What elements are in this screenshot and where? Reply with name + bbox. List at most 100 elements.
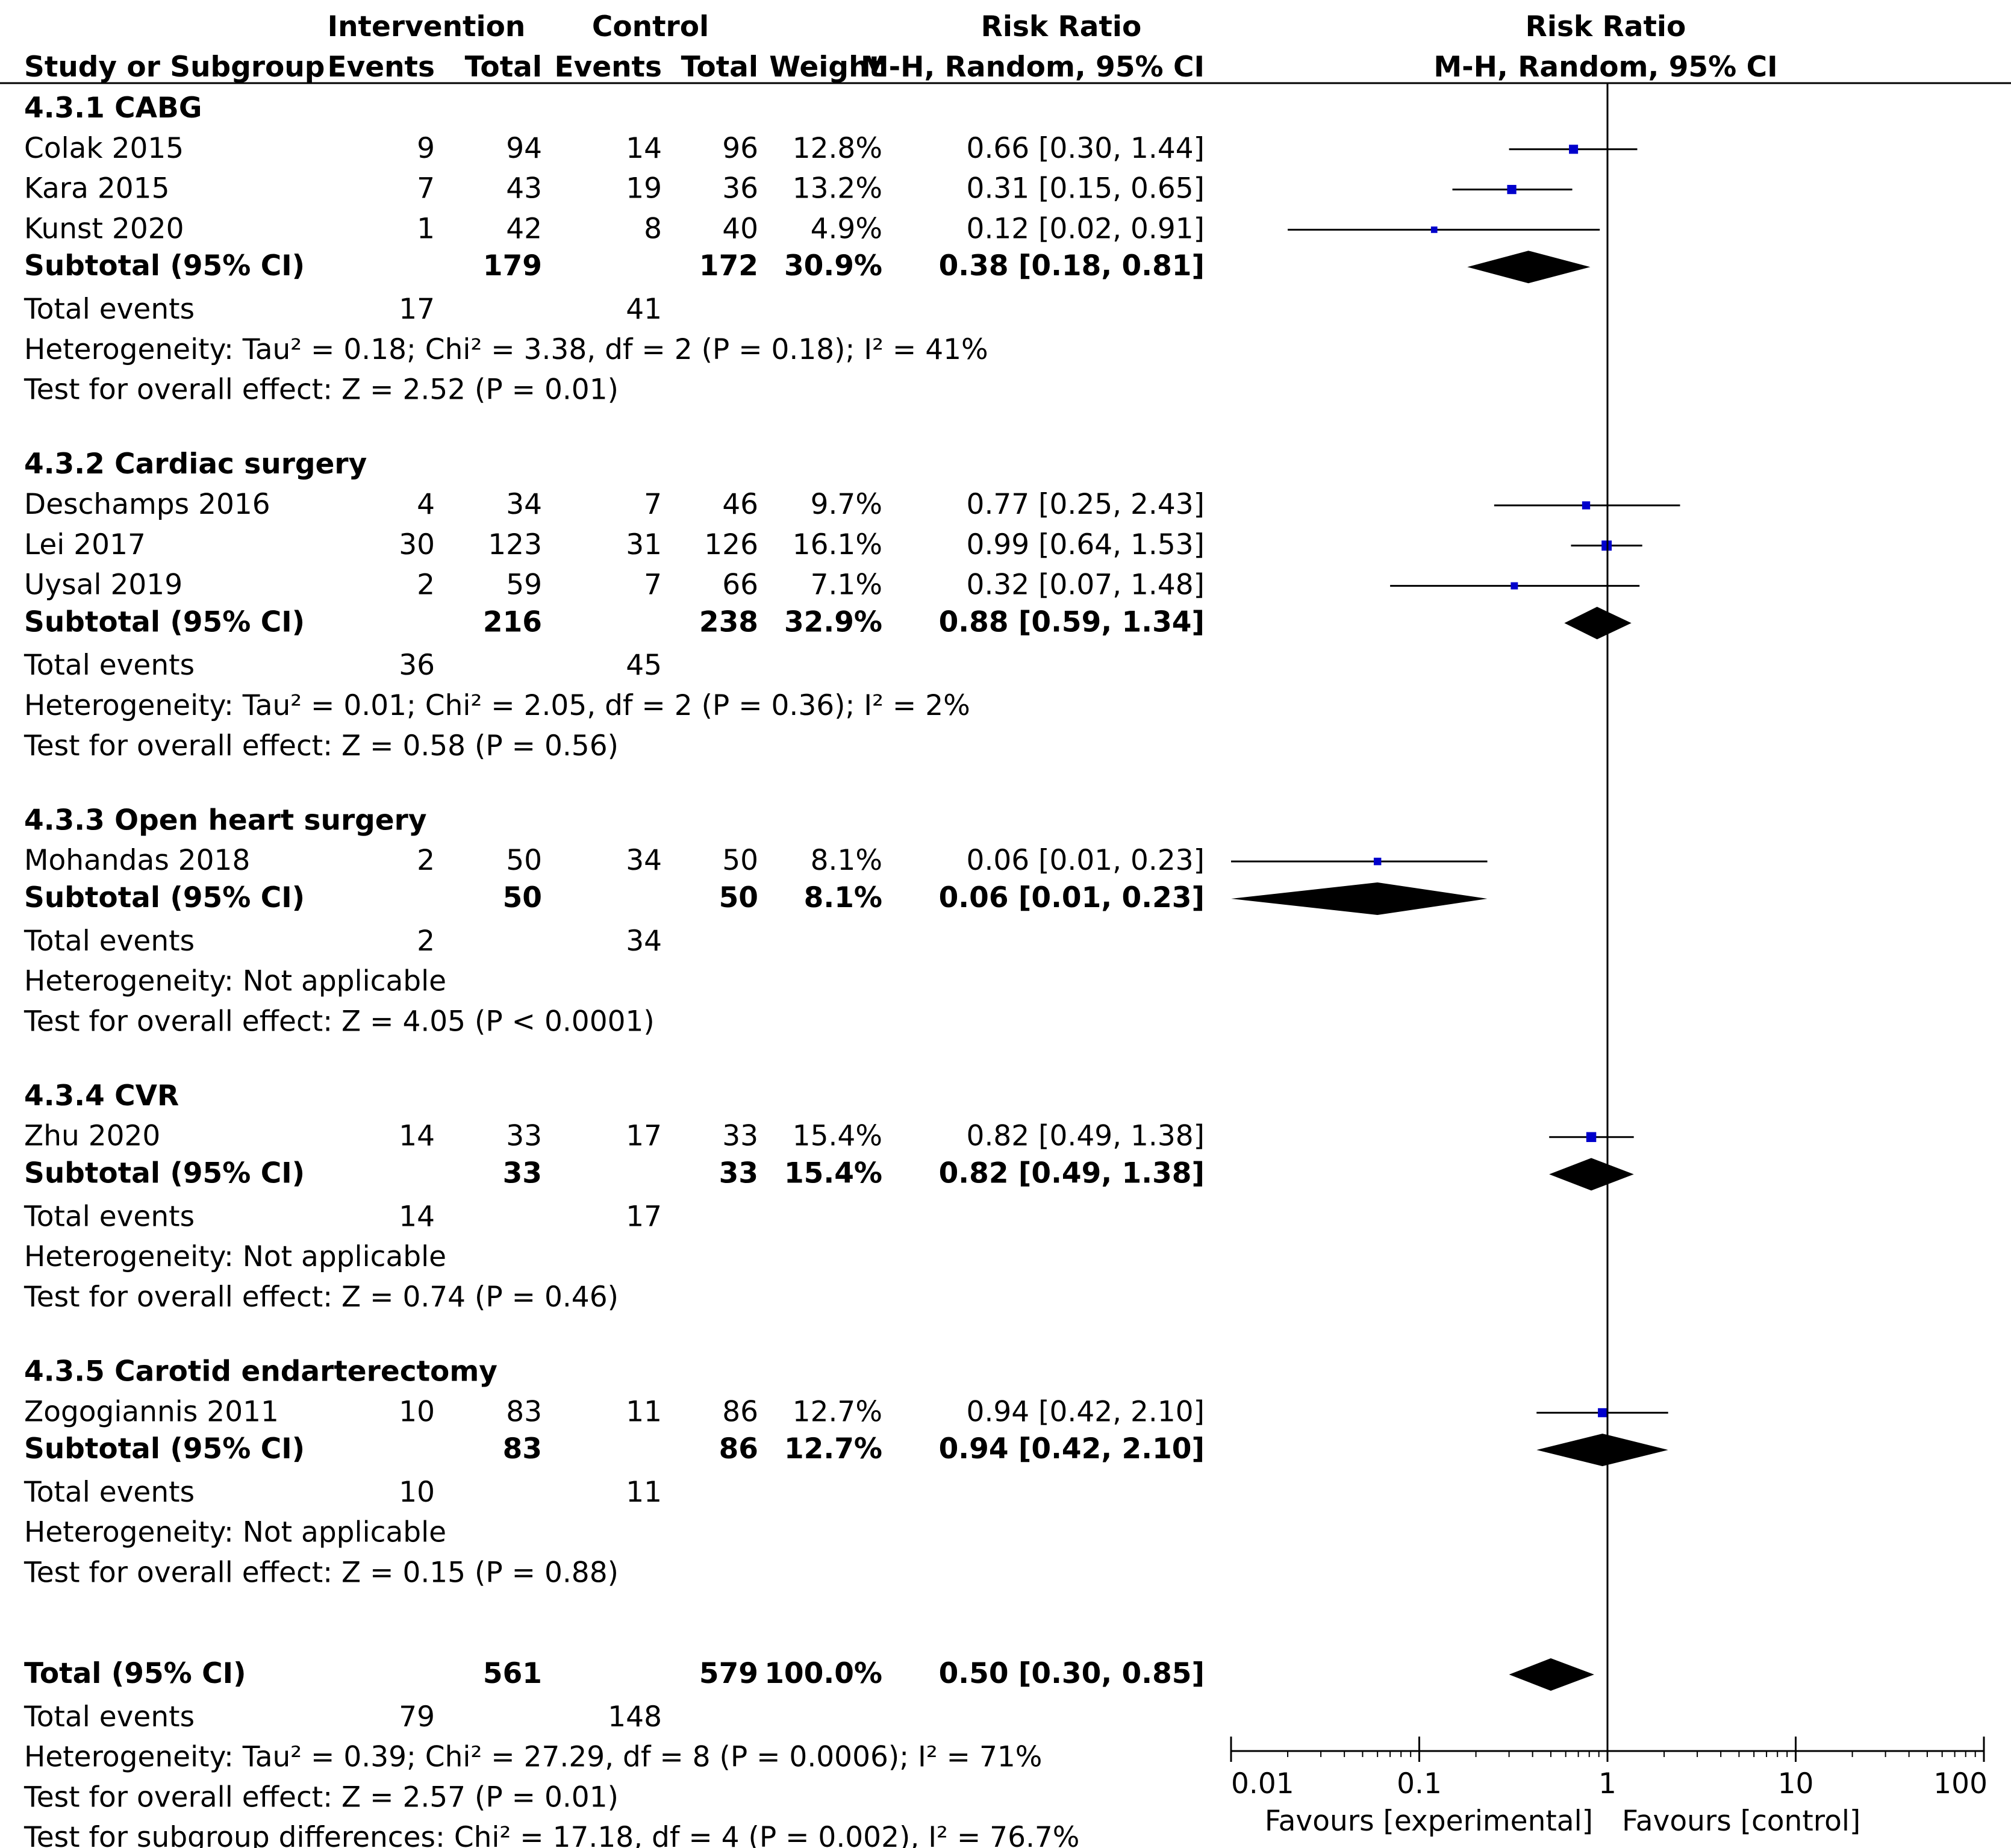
study-risk-ratio: 0.99 [0.64, 1.53] bbox=[967, 528, 1205, 561]
study-name: Kunst 2020 bbox=[24, 212, 184, 245]
study-marker bbox=[1569, 145, 1579, 154]
study-name: Mohandas 2018 bbox=[24, 844, 250, 877]
total-events-control: 17 bbox=[626, 1200, 662, 1233]
total-events-intervention: 2 bbox=[417, 925, 435, 958]
study-intervention-total: 83 bbox=[506, 1395, 542, 1428]
header-intervention: Intervention bbox=[328, 10, 526, 43]
study-control-total: 96 bbox=[722, 132, 758, 165]
study-intervention-total: 33 bbox=[506, 1120, 542, 1153]
study-control-total: 66 bbox=[722, 569, 758, 602]
heterogeneity-text: Heterogeneity: Tau² = 0.18; Chi² = 3.38,… bbox=[24, 333, 988, 366]
header-method: M-H, Random, 95% CI bbox=[861, 51, 1205, 84]
total-events-intervention: 10 bbox=[399, 1476, 435, 1509]
total-events-intervention: 14 bbox=[399, 1200, 435, 1233]
study-risk-ratio: 0.32 [0.07, 1.48] bbox=[967, 569, 1205, 602]
study-intervention-events: 10 bbox=[399, 1395, 435, 1428]
total-intervention-total: 561 bbox=[483, 1657, 542, 1690]
study-weight: 12.8% bbox=[793, 132, 882, 165]
study-intervention-events: 4 bbox=[417, 488, 435, 521]
favours-control-label: Favours [control] bbox=[1622, 1805, 1860, 1838]
study-risk-ratio: 0.82 [0.49, 1.38] bbox=[967, 1120, 1205, 1153]
header-plot-risk-ratio: Risk Ratio bbox=[1526, 10, 1686, 43]
study-intervention-events: 2 bbox=[417, 569, 435, 602]
subtotal-risk-ratio: 0.06 [0.01, 0.23] bbox=[939, 881, 1205, 914]
header-study-or-subgroup: Study or Subgroup bbox=[24, 51, 325, 84]
total-events-control: 34 bbox=[626, 925, 662, 958]
subtotal-weight: 8.1% bbox=[804, 881, 882, 914]
grand-total-events-control: 148 bbox=[608, 1700, 662, 1734]
subtotal-label: Subtotal (95% CI) bbox=[24, 881, 305, 914]
study-intervention-total: 50 bbox=[506, 844, 542, 877]
overall-effect-text: Test for overall effect: Z = 2.52 (P = 0… bbox=[23, 373, 619, 407]
total-events-control: 45 bbox=[626, 649, 662, 682]
grand-heterogeneity-text: Heterogeneity: Tau² = 0.39; Chi² = 27.29… bbox=[24, 1741, 1042, 1774]
overall-effect-text: Test for overall effect: Z = 4.05 (P < 0… bbox=[23, 1005, 655, 1038]
study-weight: 9.7% bbox=[811, 488, 882, 521]
study-control-events: 34 bbox=[626, 844, 662, 877]
x-axis-tick-label: 1 bbox=[1598, 1767, 1617, 1800]
overall-effect-text: Test for overall effect: Z = 0.15 (P = 0… bbox=[23, 1556, 619, 1590]
study-name: Deschamps 2016 bbox=[24, 488, 270, 521]
subtotal-control-total: 238 bbox=[699, 605, 758, 638]
heterogeneity-text: Heterogeneity: Tau² = 0.01; Chi² = 2.05,… bbox=[24, 689, 970, 722]
x-axis-tick-label: 10 bbox=[1778, 1767, 1814, 1800]
study-control-events: 14 bbox=[626, 132, 662, 165]
subtotal-diamond bbox=[1536, 1434, 1668, 1467]
subtotal-diamond bbox=[1467, 251, 1591, 284]
x-axis-tick-label: 100 bbox=[1933, 1767, 1988, 1800]
study-weight: 12.7% bbox=[793, 1395, 882, 1428]
study-intervention-total: 42 bbox=[506, 212, 542, 245]
study-intervention-events: 9 bbox=[417, 132, 435, 165]
study-intervention-events: 2 bbox=[417, 844, 435, 877]
overall-effect-text: Test for overall effect: Z = 0.58 (P = 0… bbox=[23, 729, 619, 763]
total-events-label: Total events bbox=[23, 1200, 195, 1233]
header-control: Control bbox=[592, 10, 709, 43]
study-control-events: 7 bbox=[644, 569, 662, 602]
study-name: Zogogiannis 2011 bbox=[24, 1395, 279, 1428]
subtotal-risk-ratio: 0.82 [0.49, 1.38] bbox=[939, 1157, 1205, 1190]
subtotal-label: Subtotal (95% CI) bbox=[24, 1157, 305, 1190]
subtotal-intervention-total: 33 bbox=[503, 1157, 542, 1190]
study-control-total: 36 bbox=[722, 172, 758, 205]
total-events-label: Total events bbox=[23, 293, 195, 326]
grand-total-events-intervention: 79 bbox=[399, 1700, 435, 1734]
total-diamond bbox=[1509, 1658, 1594, 1691]
subtotal-weight: 30.9% bbox=[784, 249, 882, 283]
favours-experimental-label: Favours [experimental] bbox=[1265, 1805, 1593, 1838]
study-intervention-events: 14 bbox=[399, 1120, 435, 1153]
study-control-total: 46 bbox=[722, 488, 758, 521]
subtotal-control-total: 86 bbox=[719, 1432, 758, 1466]
subtotal-weight: 12.7% bbox=[784, 1432, 882, 1466]
study-marker bbox=[1582, 501, 1591, 510]
study-weight: 13.2% bbox=[793, 172, 882, 205]
study-intervention-total: 123 bbox=[488, 528, 542, 561]
subgroup-title: 4.3.3 Open heart surgery bbox=[24, 804, 427, 837]
study-control-events: 7 bbox=[644, 488, 662, 521]
heterogeneity-text: Heterogeneity: Not applicable bbox=[24, 965, 446, 998]
subtotal-diamond bbox=[1549, 1158, 1634, 1191]
study-name: Zhu 2020 bbox=[24, 1120, 160, 1153]
study-risk-ratio: 0.31 [0.15, 0.65] bbox=[967, 172, 1205, 205]
header-weight: Weight bbox=[769, 51, 882, 84]
subtotal-label: Subtotal (95% CI) bbox=[24, 605, 305, 638]
study-intervention-events: 30 bbox=[399, 528, 435, 561]
study-marker bbox=[1586, 1132, 1597, 1142]
study-control-events: 11 bbox=[626, 1395, 662, 1428]
study-intervention-events: 7 bbox=[417, 172, 435, 205]
x-axis-tick-label: 0.1 bbox=[1397, 1767, 1442, 1800]
study-marker bbox=[1430, 226, 1438, 233]
header-plot-method: M-H, Random, 95% CI bbox=[1433, 51, 1777, 84]
subtotal-control-total: 172 bbox=[699, 249, 758, 283]
header-risk-ratio: Risk Ratio bbox=[981, 10, 1142, 43]
study-risk-ratio: 0.66 [0.30, 1.44] bbox=[967, 132, 1205, 165]
study-weight: 7.1% bbox=[811, 569, 882, 602]
study-control-total: 40 bbox=[722, 212, 758, 245]
total-events-label: Total events bbox=[23, 925, 195, 958]
total-events-control: 41 bbox=[626, 293, 662, 326]
study-intervention-events: 1 bbox=[417, 212, 435, 245]
study-marker bbox=[1511, 582, 1518, 590]
total-events-control: 11 bbox=[626, 1476, 662, 1509]
total-events-label: Total events bbox=[23, 1476, 195, 1509]
study-weight: 16.1% bbox=[793, 528, 882, 561]
